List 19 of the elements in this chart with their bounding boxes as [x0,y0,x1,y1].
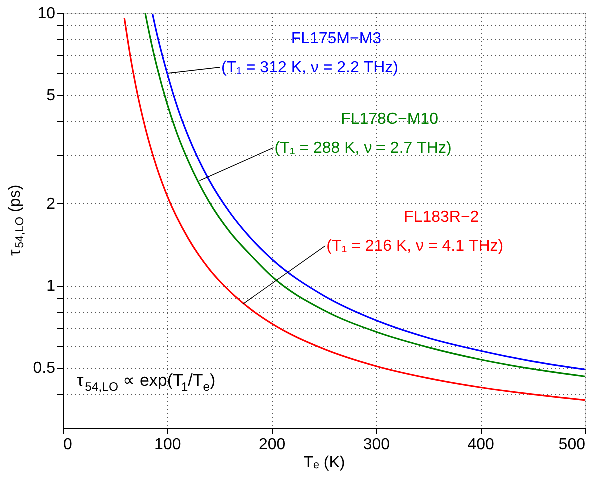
x-tick-label: 500 [558,436,586,454]
x-tick-label: 0 [64,436,72,454]
x-axis-title: Tₑ (K) [304,454,346,472]
annotation: (T₁ = 312 K, ν = 2.2 THz) [221,59,398,76]
y-tick-label: 1 [46,278,56,296]
y-tick-label: 5 [46,88,56,105]
y-axis-title: τ54,LO (ps) [7,184,27,256]
text: FL175M−M3 [291,30,382,48]
x-tick-label: 200 [258,436,286,454]
annotation: (T₁ = 288 K, ν = 2.7 THz) [274,140,452,157]
y-tick-label: 0.5 [33,360,56,378]
x-tick-label: 400 [468,436,495,454]
y-tick-label: 2 [46,196,56,213]
annotation: (T₁ = 216 K, ν = 4.1 THz) [326,238,504,255]
y-tick-label: 10 [38,6,56,22]
x-tick-label: 300 [363,436,390,454]
x-tick-label: 100 [154,436,182,454]
text: FL178C−M10 [341,110,439,128]
text: FL183R−2 [404,208,480,226]
